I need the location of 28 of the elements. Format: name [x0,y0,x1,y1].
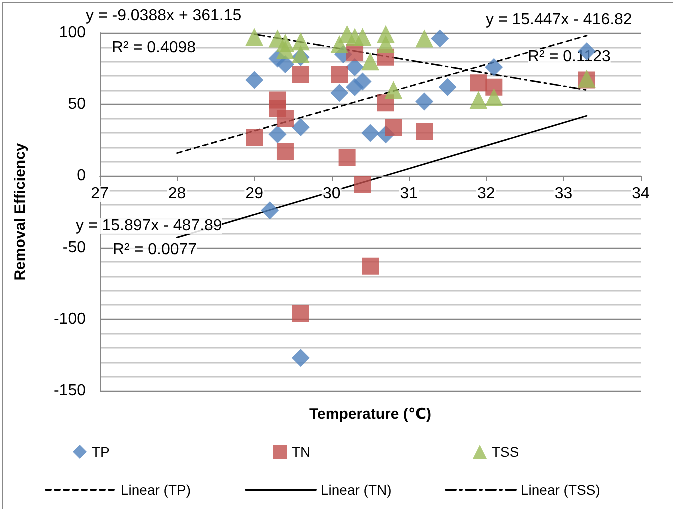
y-tick-label: 0 [77,168,86,185]
x-tick-label: 34 [632,186,650,203]
legend-label: Linear (TN) [321,482,392,498]
legend-label: Linear (TP) [121,482,192,498]
y-axis-title: Removal Efficiency [12,142,29,281]
y-tick-label: -100 [54,310,86,328]
annotation: y = 15.897x - 487.89 [76,218,222,234]
x-tick-label: 30 [322,186,341,203]
legend-label: Linear (TSS) [521,482,600,498]
x-tick-label: 28 [168,186,186,203]
annotation: R² = 0.4098 [112,40,196,56]
text: y = -9.0388x + 361.15 [86,8,242,24]
text: y = 15.447x - 416.82 [486,12,632,28]
x-tick-label: 31 [400,186,418,203]
x-axis-title: Temperature (℃) [309,406,432,423]
x-tick-label: 27 [91,186,109,203]
x-tick-label: 32 [478,186,496,203]
legend-label: TP [92,444,110,460]
y-tick-label: -150 [54,382,86,400]
annotation: R² = 0.0077 [113,242,198,258]
y-tick-label: 50 [68,96,86,114]
x-tick-label: 29 [246,186,264,203]
y-tick-label: -50 [62,239,86,256]
legend-label: TSS [492,444,520,460]
x-tick-label: 33 [554,186,573,203]
annotation: R² = 0.1123 [528,48,611,66]
y-tick-label: 100 [59,24,86,42]
legend-label: TN [292,444,311,460]
